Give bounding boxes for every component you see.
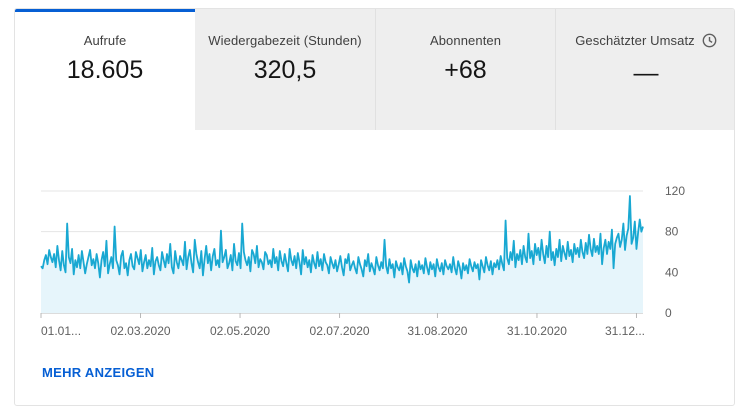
x-tick-label: 31.12... (605, 324, 645, 338)
x-tick-label: 31.10.2020 (507, 324, 567, 338)
x-axis-ticks (40, 313, 637, 318)
tab-revenue-label: Geschätzter Umsatz (575, 33, 695, 48)
series-line (40, 195, 644, 284)
analytics-card: Aufrufe 18.605 Wiedergabezeit (Stunden) … (14, 8, 735, 406)
x-tick-label: 01.01... (41, 324, 81, 338)
tab-revenue-label-wrap: Geschätzter Umsatz (556, 33, 734, 51)
clock-icon (702, 33, 717, 51)
tab-subscribers-label: Abonnenten (429, 33, 502, 48)
tab-subscribers[interactable]: Abonnenten +68 (376, 9, 556, 130)
tab-views-value: 18.605 (66, 56, 144, 84)
y-axis-labels: 0 40 80 120 (665, 184, 685, 320)
tab-revenue-value: — (633, 59, 659, 87)
tab-views-label: Aufrufe (83, 33, 127, 48)
metric-tabs: Aufrufe 18.605 Wiedergabezeit (Stunden) … (15, 9, 734, 130)
tab-views[interactable]: Aufrufe 18.605 (15, 9, 195, 130)
y-tick-label: 0 (665, 306, 672, 320)
y-tick-label: 120 (665, 184, 685, 198)
tab-watch-time-label: Wiedergabezeit (Stunden) (208, 33, 362, 48)
x-tick-label: 31.08.2020 (407, 324, 467, 338)
tab-estimated-revenue[interactable]: Geschätzter Umsatz — (556, 9, 734, 130)
x-tick-label: 02.05.2020 (210, 324, 270, 338)
y-tick-label: 40 (665, 265, 679, 279)
tab-watch-time[interactable]: Wiedergabezeit (Stunden) 320,5 (195, 9, 376, 130)
tab-subscribers-value: +68 (444, 56, 487, 84)
x-tick-label: 02.03.2020 (110, 324, 170, 338)
show-more-link[interactable]: MEHR ANZEIGEN (42, 365, 155, 380)
x-axis-labels: 01.01... 02.03.2020 02.05.2020 02.07.2020 31… (41, 324, 645, 338)
series-area (41, 196, 643, 313)
y-tick-label: 80 (665, 225, 679, 239)
x-tick-label: 02.07.2020 (310, 324, 370, 338)
views-chart: 0 40 80 120 01.01... 02.03.2020 02.05.2020 02.… (40, 184, 685, 338)
tab-watch-time-value: 320,5 (253, 56, 317, 84)
